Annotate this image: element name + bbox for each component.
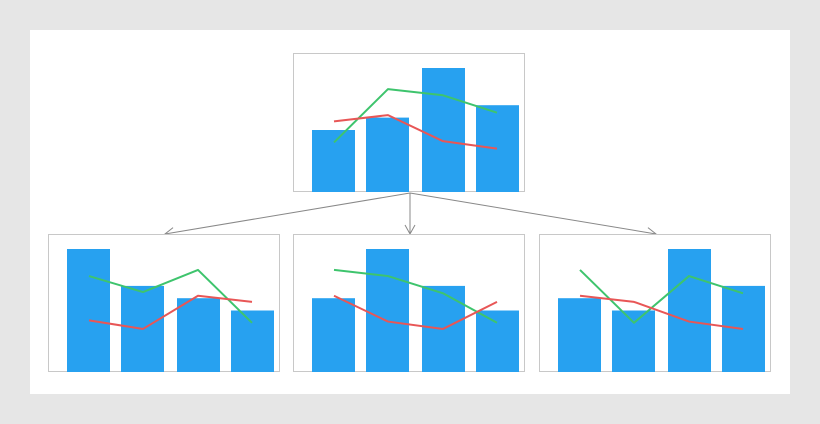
red-series-line: [333, 294, 498, 330]
parent-chart-panel: [293, 53, 525, 192]
bar-4: [476, 310, 519, 372]
bar-3: [668, 249, 711, 372]
green-series-line: [88, 268, 253, 324]
bar-2: [366, 117, 409, 192]
bar-4: [231, 310, 274, 372]
green-series-line: [333, 88, 498, 144]
bar-1: [312, 130, 355, 192]
red-series-line: [88, 294, 253, 330]
red-series-line: [333, 114, 498, 150]
bar-1: [67, 249, 110, 372]
green-series-line: [333, 268, 498, 324]
bar-2: [366, 249, 409, 372]
child-chart-panel-3: [539, 234, 771, 372]
red-series-line: [579, 294, 744, 330]
connector-arrow-3: [409, 192, 658, 238]
green-series-line: [579, 269, 744, 324]
child-chart-panel-1: [48, 234, 280, 372]
bar-1: [312, 298, 355, 372]
bar-2: [612, 310, 655, 372]
bar-4: [722, 285, 765, 372]
child-chart-panel-2: [293, 234, 525, 372]
bar-3: [422, 68, 465, 192]
bar-3: [177, 298, 220, 372]
bar-1: [558, 298, 601, 372]
bar-4: [476, 105, 519, 192]
connector-arrow-1: [163, 192, 411, 238]
